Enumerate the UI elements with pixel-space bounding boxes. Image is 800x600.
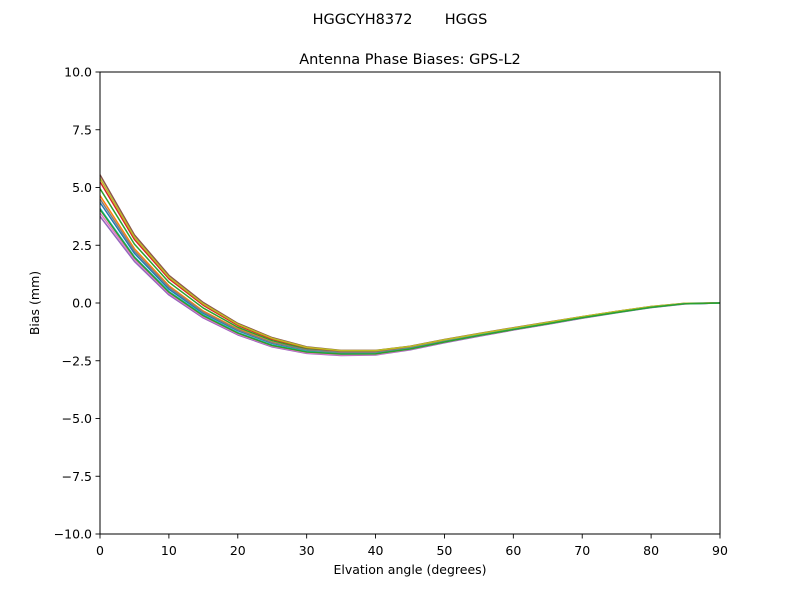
y-tick-label: 2.5 xyxy=(72,238,92,253)
x-axis-label: Elvation angle (degrees) xyxy=(333,562,486,577)
y-tick-label: 7.5 xyxy=(72,122,92,137)
y-tick-label: 10.0 xyxy=(64,65,92,80)
x-tick-label: 50 xyxy=(436,543,452,558)
tick-layer: 0 10 20 30 40 50 60 70 80 90 −10.0 −7.5 −5.0 −2.5 0.0 2… xyxy=(54,65,728,559)
x-tick-label: 70 xyxy=(574,543,590,558)
x-tick-label: 30 xyxy=(299,543,315,558)
x-tick-label: 40 xyxy=(368,543,384,558)
y-tick-label: 0.0 xyxy=(72,296,92,311)
x-tick-label: 10 xyxy=(161,543,177,558)
y-tick-label: −2.5 xyxy=(62,353,92,368)
x-tick-label: 60 xyxy=(505,543,521,558)
y-axis-label: Bias (mm) xyxy=(27,271,42,335)
chart-title: Antenna Phase Biases: GPS-L2 xyxy=(299,52,521,68)
figure-suptitle: HGGCYH8372 HGGS xyxy=(313,12,488,28)
x-tick-label: 20 xyxy=(230,543,246,558)
series-line-11 xyxy=(99,209,721,355)
series-line-9 xyxy=(99,177,721,352)
y-tick-label: −10.0 xyxy=(54,527,92,542)
plot-frame xyxy=(99,71,721,535)
x-tick-label: 80 xyxy=(643,543,659,558)
series-layer xyxy=(99,174,721,357)
y-tick-label: 5.0 xyxy=(72,180,92,195)
x-tick-label: 0 xyxy=(96,543,104,558)
y-tick-label: −7.5 xyxy=(62,469,92,484)
x-tick-label: 90 xyxy=(712,543,728,558)
y-tick-label: −5.0 xyxy=(62,411,92,426)
